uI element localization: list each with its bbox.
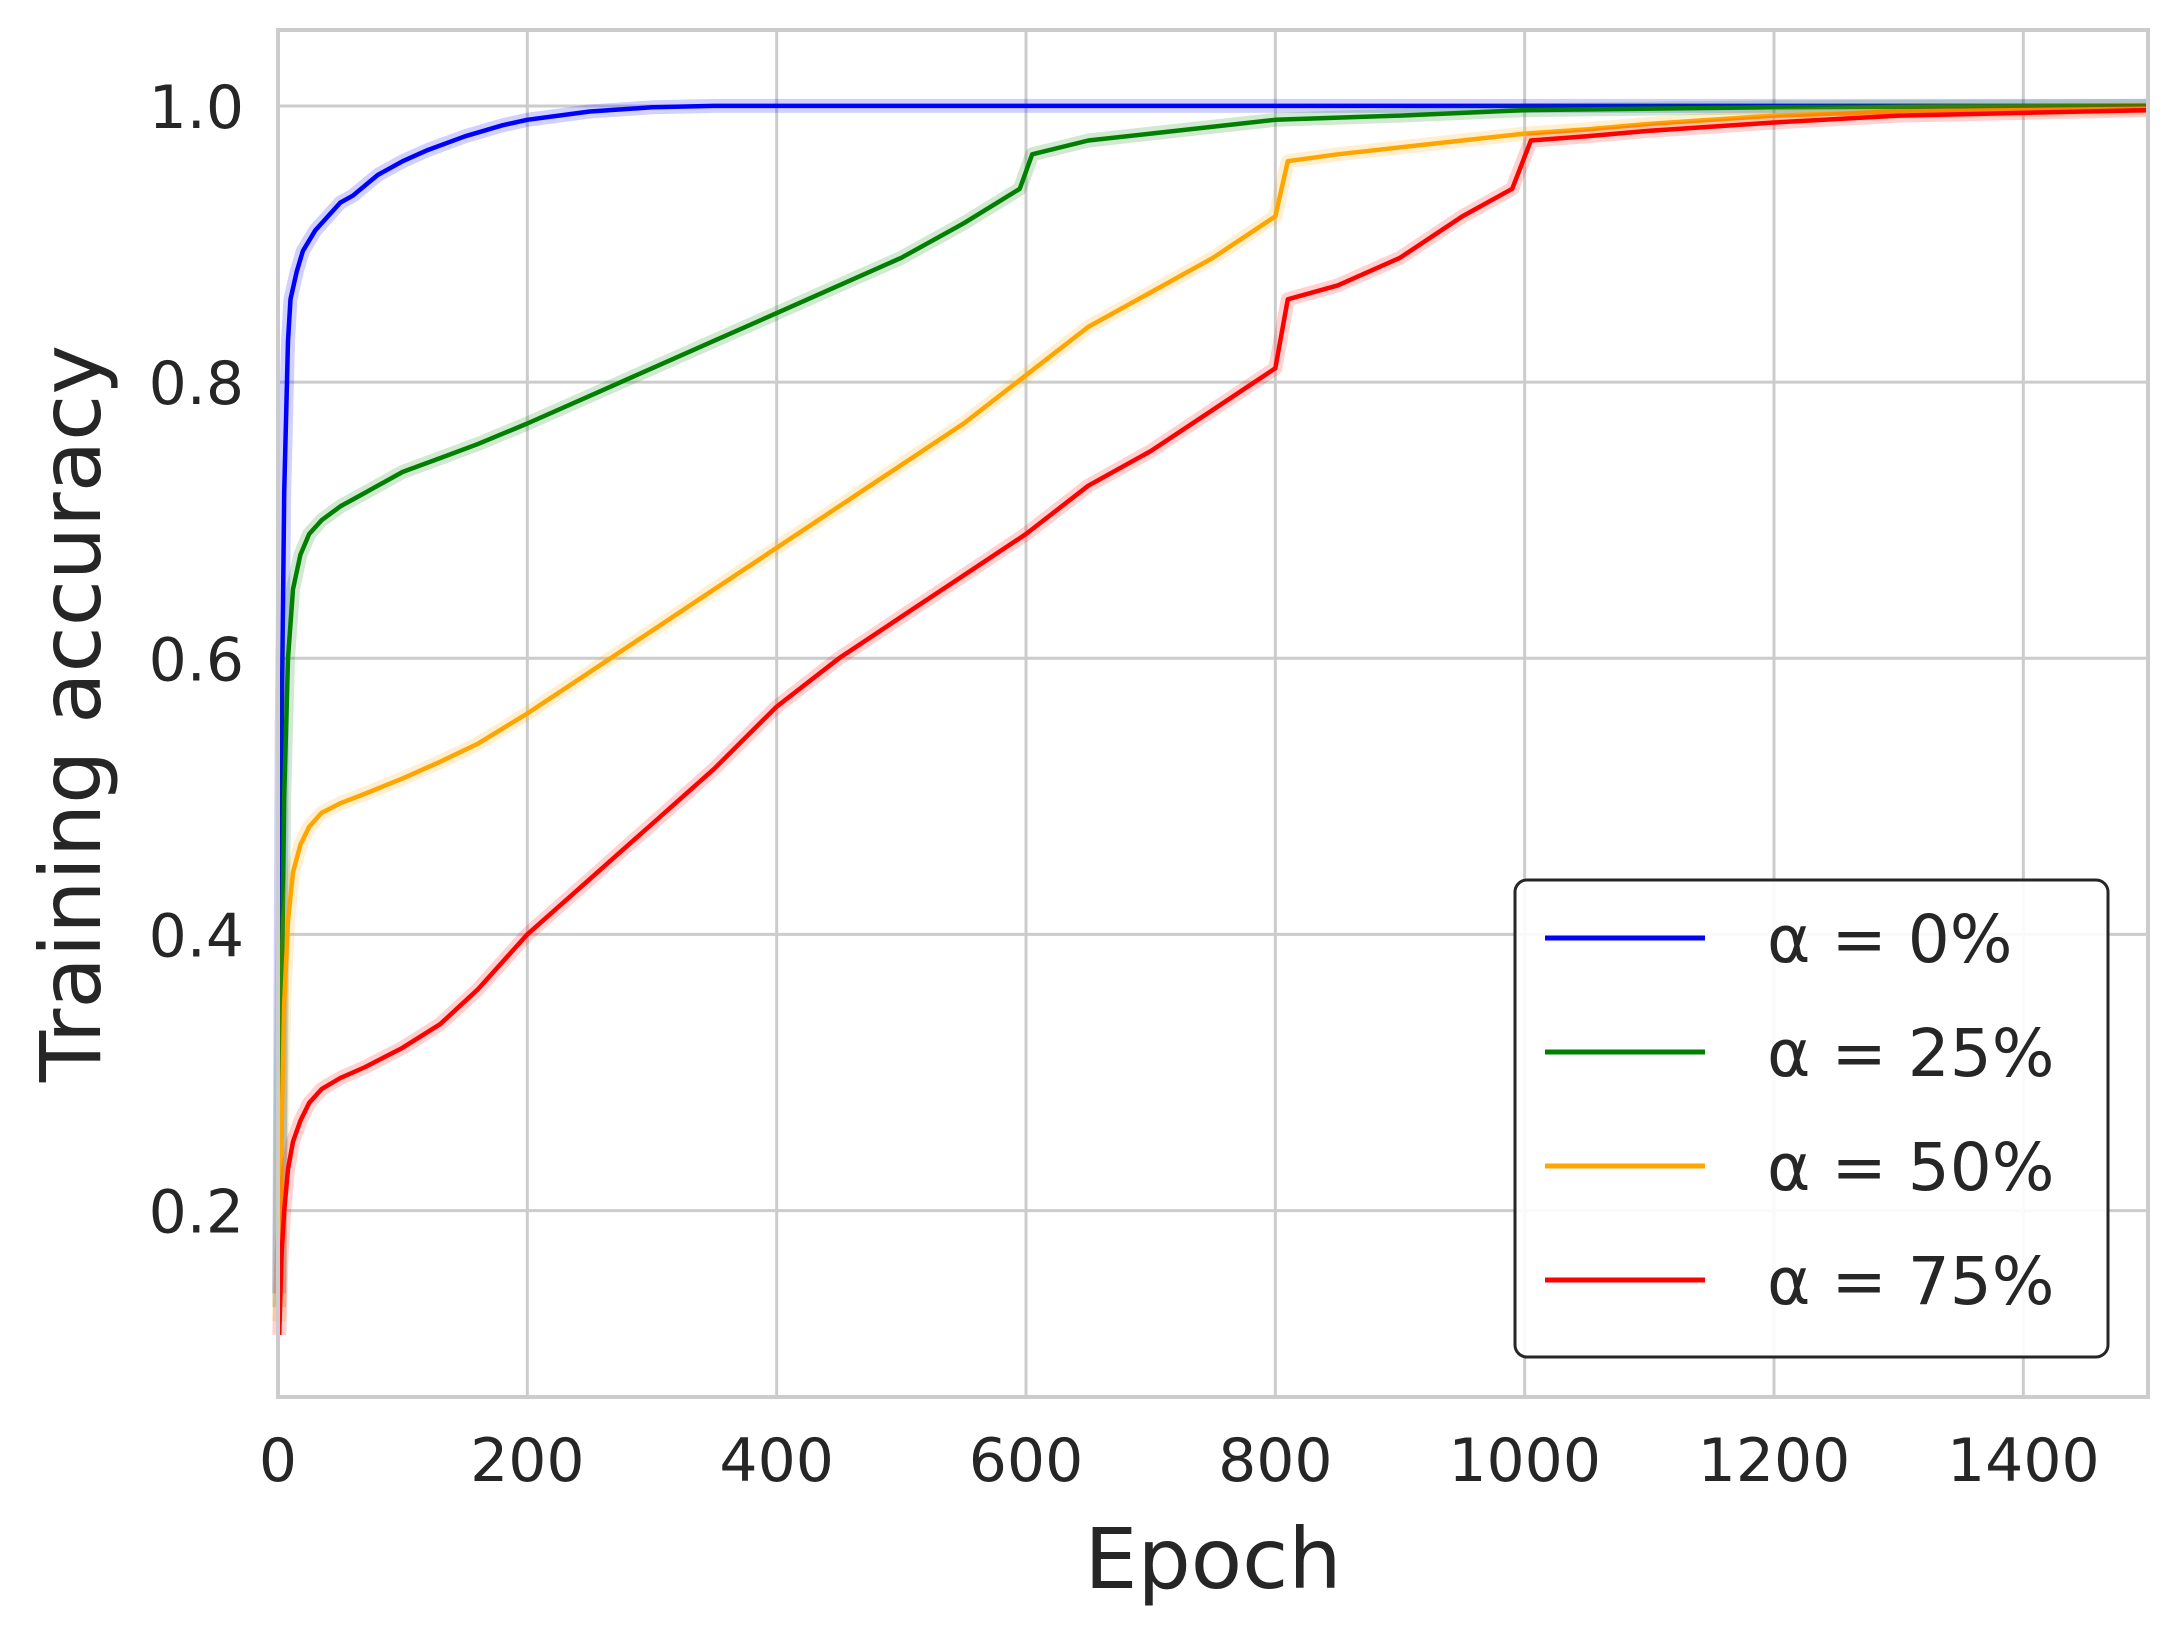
- x-tick-label: 1400: [1947, 1426, 2100, 1496]
- plot-frame: [276, 28, 2150, 1399]
- y-tick-labels: 0.2 0.4 0.6 0.8 1.0: [149, 73, 244, 1248]
- legend-label-0: α = 0%: [1767, 901, 2012, 978]
- legend: α = 0% α = 25% α = 50% α = 75%: [1513, 878, 2110, 1359]
- y-tick-label: 0.2: [149, 1178, 244, 1248]
- x-tick-label: 800: [1218, 1426, 1333, 1496]
- series-line-0: [276, 103, 2148, 1294]
- y-tick-label: 1.0: [149, 73, 244, 143]
- legend-label-3: α = 75%: [1767, 1243, 2054, 1320]
- series-line-2: [276, 106, 2149, 1322]
- y-tick-label: 0.4: [149, 901, 244, 971]
- legend-box: [1513, 878, 2110, 1359]
- y-tick-label: 0.6: [149, 625, 244, 695]
- y-axis-title: Training accuracy: [22, 345, 120, 1083]
- x-tick-label: 600: [969, 1426, 1084, 1496]
- legend-label-2: α = 50%: [1767, 1129, 2054, 1206]
- y-tick-label: 0.8: [149, 349, 244, 419]
- x-tick-label: 400: [719, 1426, 834, 1496]
- series-lines: [272, 98, 2149, 1336]
- x-tick-label: 0: [259, 1426, 297, 1496]
- x-tick-labels: 0 200 400 600 800 1000 1200 1400: [259, 1426, 2100, 1496]
- x-axis-title: Epoch: [1084, 1510, 1341, 1608]
- x-tick-label: 1200: [1698, 1426, 1851, 1496]
- x-tick-label: 200: [470, 1426, 585, 1496]
- legend-label-1: α = 25%: [1767, 1015, 2054, 1092]
- x-tick-label: 1000: [1448, 1426, 1601, 1496]
- series-line-3: [276, 107, 2149, 1335]
- series-line-1: [276, 103, 2149, 1308]
